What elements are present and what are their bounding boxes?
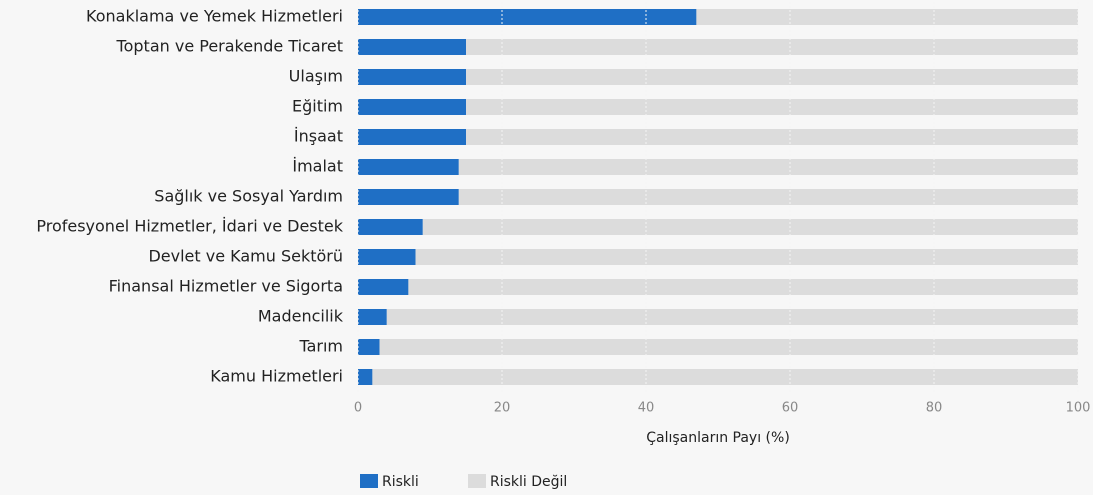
bar <box>358 159 459 175</box>
bar <box>372 369 1078 385</box>
x-tick-label: 40 <box>638 401 655 416</box>
x-tick-label: 20 <box>494 401 511 416</box>
legend-label: Riskli Değil <box>490 474 567 490</box>
bar <box>458 159 1078 175</box>
bar <box>358 339 380 355</box>
category-label: Profesyonel Hizmetler, İdari ve Destek <box>36 217 343 236</box>
bar <box>358 369 373 385</box>
bar <box>358 189 459 205</box>
category-label: Ulaşım <box>289 67 343 86</box>
category-label: İmalat <box>292 157 343 176</box>
bar <box>696 9 1078 25</box>
category-label: Sağlık ve Sosyal Yardım <box>154 187 343 206</box>
bar <box>358 69 466 85</box>
bar <box>386 309 1078 325</box>
bar <box>466 129 1078 145</box>
bar <box>358 129 466 145</box>
bar <box>408 279 1078 295</box>
bar <box>358 9 697 25</box>
x-axis-title: Çalışanların Payı (%) <box>646 430 790 446</box>
bar <box>358 99 466 115</box>
x-tick-label: 100 <box>1066 401 1091 416</box>
bar <box>358 39 466 55</box>
x-tick-label: 0 <box>354 401 362 416</box>
category-label: Toptan ve Perakende Ticaret <box>116 37 343 56</box>
bar <box>358 249 416 265</box>
x-tick-label: 60 <box>782 401 799 416</box>
bar <box>466 39 1078 55</box>
bar <box>415 249 1079 265</box>
bar <box>358 219 423 235</box>
bar <box>358 309 387 325</box>
legend-swatch <box>468 474 486 488</box>
bar <box>379 339 1079 355</box>
bar <box>466 99 1078 115</box>
bar <box>458 189 1078 205</box>
category-label: Kamu Hizmetleri <box>210 367 343 386</box>
legend-label: Riskli <box>382 474 419 490</box>
bar <box>466 69 1078 85</box>
category-label: Devlet ve Kamu Sektörü <box>148 247 343 266</box>
x-tick-label: 80 <box>926 401 943 416</box>
category-label: Tarım <box>298 337 343 356</box>
category-label: Finansal Hizmetler ve Sigorta <box>109 277 343 296</box>
bar <box>422 219 1078 235</box>
bar <box>358 279 409 295</box>
legend-swatch <box>360 474 378 488</box>
category-label: Konaklama ve Yemek Hizmetleri <box>86 7 343 26</box>
category-label: İnşaat <box>294 127 343 146</box>
category-label: Eğitim <box>292 97 343 116</box>
category-label: Madencilik <box>258 307 344 326</box>
